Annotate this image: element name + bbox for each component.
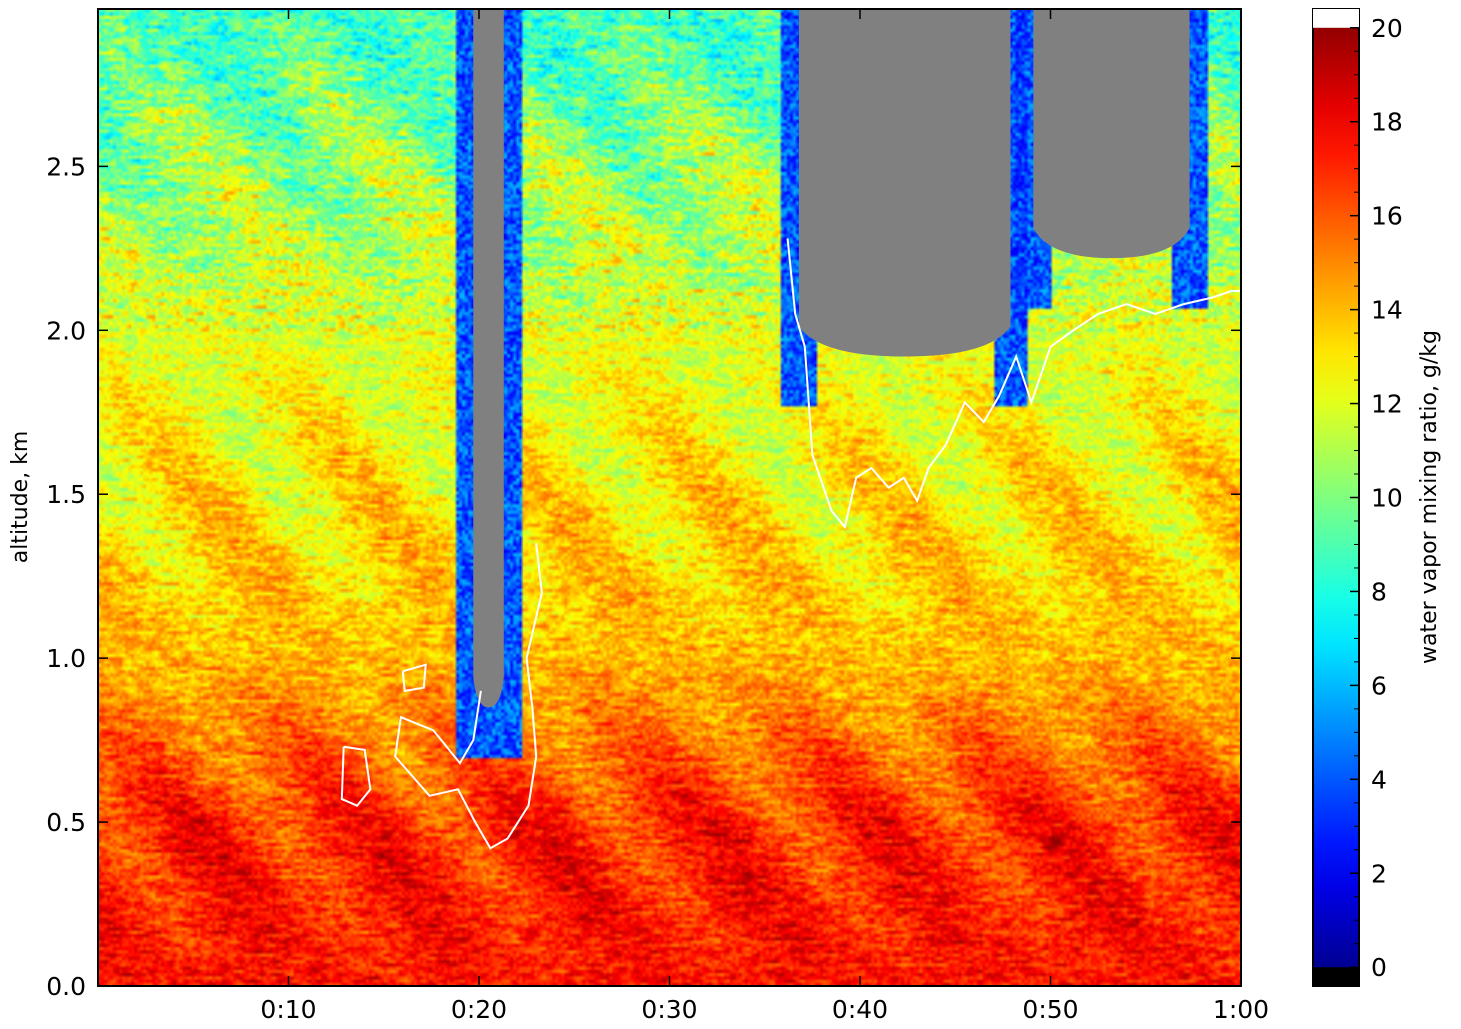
contour-blob-1 bbox=[340, 745, 372, 807]
colorbar-tick-label: 2 bbox=[1371, 859, 1387, 888]
y-tick-label: 0.0 bbox=[46, 972, 86, 1001]
y-axis-title: altitude, km bbox=[8, 431, 33, 564]
y-tick-label: 1.0 bbox=[46, 644, 86, 673]
contour-upper bbox=[786, 238, 1241, 530]
no-data-region-2 bbox=[799, 9, 1011, 357]
colorbar-tick-label: 20 bbox=[1371, 14, 1403, 43]
no-data-region-3 bbox=[1033, 9, 1190, 259]
colorbar: 0 2 4 6 8 10 12 14 16 18 20 water vapor mixing rat… bbox=[1312, 8, 1442, 987]
colorbar-title: water vapor mixing ratio, g/kg bbox=[1417, 330, 1442, 664]
colorbar-tick-label: 0 bbox=[1371, 953, 1387, 982]
y-tick-label: 2.0 bbox=[46, 316, 86, 345]
no-data-region-1 bbox=[473, 9, 504, 708]
x-tick-label: 0:40 bbox=[832, 995, 888, 1024]
colorbar-tick-label: 12 bbox=[1371, 390, 1403, 419]
colorbar-under bbox=[1313, 967, 1359, 986]
x-tick-label: 0:20 bbox=[451, 995, 507, 1024]
x-tick-label: 1:00 bbox=[1213, 995, 1269, 1024]
colorbar-over bbox=[1313, 9, 1359, 28]
colorbar-tick-label: 4 bbox=[1371, 765, 1387, 794]
contour-blob-2 bbox=[401, 663, 427, 693]
colorbar-tick-label: 18 bbox=[1371, 108, 1403, 137]
x-axis: 0:10 0:20 0:30 0:40 0:50 1:00 bbox=[260, 9, 1269, 1024]
colorbar-tick-label: 10 bbox=[1371, 484, 1403, 513]
x-tick-label: 0:30 bbox=[641, 995, 697, 1024]
colorbar-ticks: 0 2 4 6 8 10 12 14 16 18 20 bbox=[1313, 9, 1403, 986]
contour-mid bbox=[394, 543, 543, 850]
colorbar-tick-label: 6 bbox=[1371, 671, 1387, 700]
contour-lines bbox=[340, 238, 1241, 850]
x-tick-label: 0:50 bbox=[1022, 995, 1078, 1024]
y-axis: 0.0 0.5 1.0 1.5 2.0 2.5 bbox=[46, 152, 1241, 1001]
x-tick-label: 0:10 bbox=[260, 995, 316, 1024]
colorbar-tick-label: 14 bbox=[1371, 296, 1403, 325]
no-data-regions bbox=[473, 9, 1190, 708]
colorbar-tick-label: 8 bbox=[1371, 577, 1387, 606]
y-tick-label: 2.5 bbox=[46, 152, 86, 181]
y-tick-label: 1.5 bbox=[46, 480, 86, 509]
y-tick-label: 0.5 bbox=[46, 808, 86, 837]
colorbar-tick-label: 16 bbox=[1371, 202, 1403, 231]
